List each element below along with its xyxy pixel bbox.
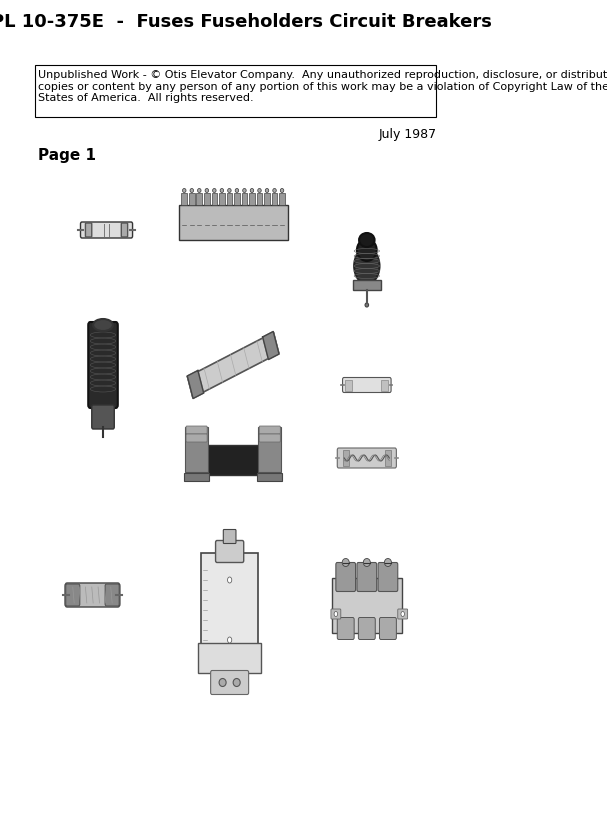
Ellipse shape <box>93 319 113 331</box>
FancyBboxPatch shape <box>92 405 114 429</box>
Ellipse shape <box>220 188 223 193</box>
Ellipse shape <box>212 188 216 193</box>
FancyBboxPatch shape <box>66 584 80 606</box>
FancyBboxPatch shape <box>342 378 391 392</box>
Bar <box>197 193 202 205</box>
Ellipse shape <box>228 188 231 193</box>
Ellipse shape <box>280 188 284 193</box>
Bar <box>257 193 262 205</box>
FancyBboxPatch shape <box>353 280 381 290</box>
Bar <box>257 473 282 481</box>
Ellipse shape <box>258 188 261 193</box>
FancyBboxPatch shape <box>65 583 120 607</box>
FancyBboxPatch shape <box>358 618 375 640</box>
Bar <box>185 427 208 472</box>
Bar <box>242 193 247 205</box>
FancyBboxPatch shape <box>186 426 207 434</box>
FancyBboxPatch shape <box>88 322 118 408</box>
FancyBboxPatch shape <box>337 448 396 468</box>
Bar <box>259 427 281 472</box>
Polygon shape <box>188 332 279 397</box>
Bar <box>184 473 209 481</box>
FancyBboxPatch shape <box>215 540 243 562</box>
FancyBboxPatch shape <box>357 562 377 592</box>
Ellipse shape <box>197 188 201 193</box>
Polygon shape <box>263 331 279 360</box>
FancyBboxPatch shape <box>202 552 258 667</box>
FancyBboxPatch shape <box>398 609 408 619</box>
FancyBboxPatch shape <box>211 671 249 694</box>
FancyBboxPatch shape <box>105 584 119 606</box>
Bar <box>345 379 353 391</box>
FancyBboxPatch shape <box>259 426 280 434</box>
FancyBboxPatch shape <box>337 618 354 640</box>
Ellipse shape <box>342 558 349 566</box>
Text: July 1987: July 1987 <box>378 128 436 141</box>
FancyBboxPatch shape <box>81 222 132 238</box>
Ellipse shape <box>190 188 194 193</box>
Bar <box>279 193 285 205</box>
Ellipse shape <box>364 558 370 566</box>
FancyBboxPatch shape <box>35 65 436 117</box>
Bar <box>189 193 195 205</box>
FancyBboxPatch shape <box>331 609 341 619</box>
FancyBboxPatch shape <box>331 578 402 632</box>
Bar <box>211 193 217 205</box>
Ellipse shape <box>233 678 240 686</box>
Ellipse shape <box>183 188 186 193</box>
Ellipse shape <box>354 248 379 284</box>
Ellipse shape <box>219 678 226 686</box>
Bar <box>226 193 232 205</box>
FancyBboxPatch shape <box>186 434 207 442</box>
FancyBboxPatch shape <box>259 434 280 442</box>
Bar <box>178 205 288 240</box>
Text: Page 1: Page 1 <box>38 148 95 163</box>
Bar <box>381 379 388 391</box>
Ellipse shape <box>205 188 209 193</box>
Text: SPL 10-375E  -  Fuses Fuseholders Circuit Breakers: SPL 10-375E - Fuses Fuseholders Circuit … <box>0 13 492 31</box>
Text: Unpublished Work - © Otis Elevator Company.  Any unauthorized reproduction, disc: Unpublished Work - © Otis Elevator Compa… <box>38 70 607 103</box>
Ellipse shape <box>359 233 375 247</box>
Bar <box>343 450 348 466</box>
Bar <box>249 193 255 205</box>
FancyBboxPatch shape <box>223 530 236 543</box>
Ellipse shape <box>273 188 276 193</box>
FancyBboxPatch shape <box>198 642 261 672</box>
FancyBboxPatch shape <box>336 562 356 592</box>
Bar <box>385 450 391 466</box>
Ellipse shape <box>357 239 377 261</box>
Bar <box>272 193 277 205</box>
Bar <box>234 193 240 205</box>
Ellipse shape <box>265 188 269 193</box>
FancyBboxPatch shape <box>379 618 396 640</box>
Ellipse shape <box>384 558 392 566</box>
FancyBboxPatch shape <box>86 223 92 237</box>
Bar <box>188 445 279 475</box>
FancyBboxPatch shape <box>121 223 127 237</box>
Polygon shape <box>188 370 204 398</box>
Bar <box>204 193 209 205</box>
Ellipse shape <box>228 577 232 583</box>
Ellipse shape <box>334 611 337 617</box>
Bar <box>264 193 270 205</box>
Ellipse shape <box>235 188 239 193</box>
Ellipse shape <box>401 611 404 617</box>
Ellipse shape <box>228 637 232 643</box>
Bar <box>181 193 187 205</box>
Ellipse shape <box>243 188 246 193</box>
Bar <box>219 193 225 205</box>
FancyBboxPatch shape <box>378 562 398 592</box>
Ellipse shape <box>250 188 254 193</box>
Ellipse shape <box>365 303 368 307</box>
